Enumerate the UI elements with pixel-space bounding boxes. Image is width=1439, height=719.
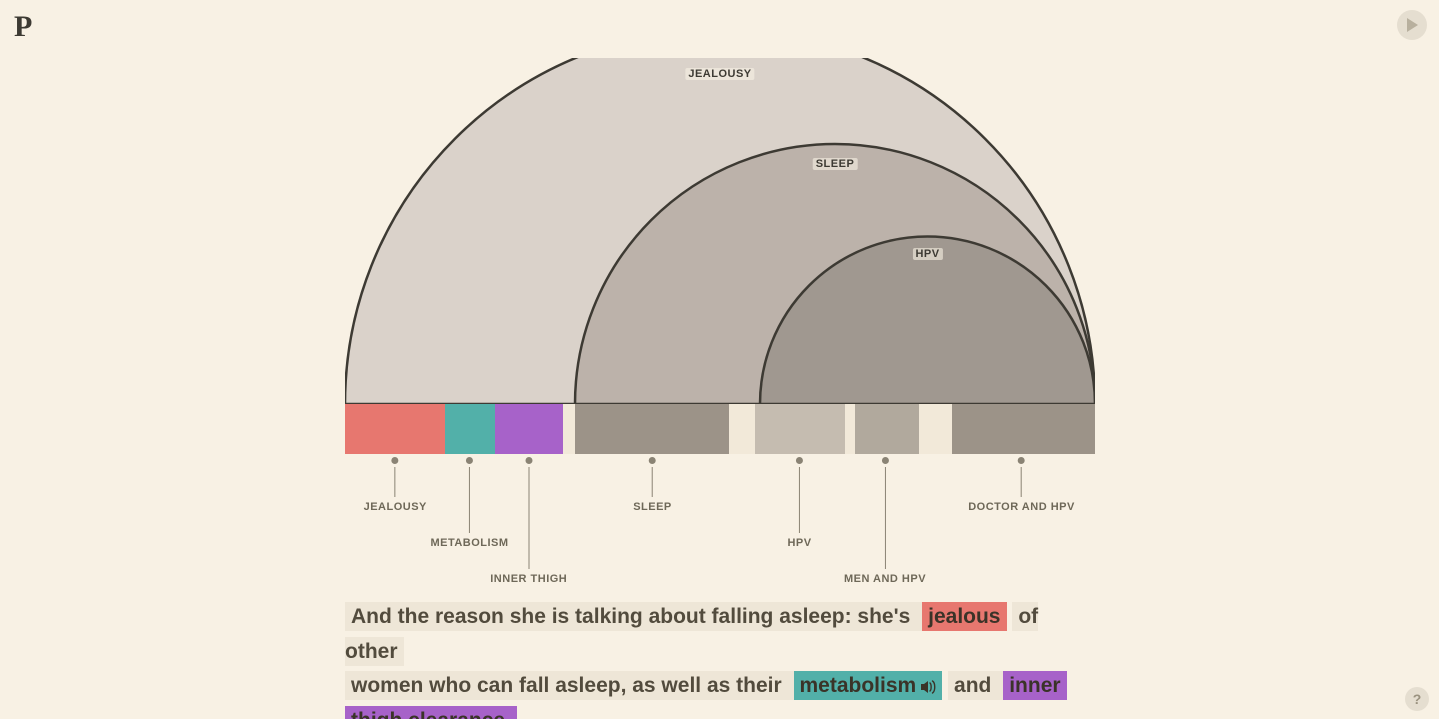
tick-label: SLEEP — [633, 501, 672, 513]
help-button[interactable]: ? — [1405, 687, 1429, 711]
caption-highlight: inner — [1003, 671, 1066, 700]
help-icon: ? — [1413, 691, 1422, 707]
tick-label: HPV — [787, 537, 811, 549]
tick-label: JEALOUSY — [364, 501, 427, 513]
tick-dot — [796, 457, 803, 464]
play-icon — [1406, 18, 1418, 32]
tick: MEN AND HPV — [844, 460, 926, 587]
caption-segment: and — [948, 671, 1003, 700]
tick-dot — [649, 457, 656, 464]
tick-label: MEN AND HPV — [844, 573, 926, 585]
segment — [445, 404, 495, 454]
segment-bar — [345, 404, 1095, 454]
arc-label: SLEEP — [813, 158, 858, 170]
caption-highlight: jealous — [922, 602, 1006, 631]
segment — [495, 404, 563, 454]
tick-line — [469, 467, 470, 533]
tick: SLEEP — [633, 460, 672, 515]
tick-dot — [1018, 457, 1025, 464]
tick-line — [1021, 467, 1022, 497]
logo[interactable]: P — [14, 10, 31, 44]
tick: INNER THIGH — [490, 460, 567, 587]
segment — [952, 404, 1095, 454]
tick-dot — [466, 457, 473, 464]
segment — [755, 404, 845, 454]
caption-segment: And the reason she is talking about fall… — [345, 602, 922, 631]
segment — [575, 404, 729, 454]
segment — [855, 404, 919, 454]
caption-highlight[interactable]: metabolism — [794, 671, 943, 700]
tick-line — [884, 467, 885, 569]
caption-text: And the reason she is talking about fall… — [345, 600, 1095, 719]
segment — [919, 404, 953, 454]
tick-line — [395, 467, 396, 497]
caption-highlight: thigh clearance. — [345, 706, 517, 719]
arc-label: HPV — [912, 248, 942, 260]
caption-segment: women who can fall asleep, as well as th… — [345, 671, 794, 700]
tick-dot — [881, 457, 888, 464]
tick-line — [652, 467, 653, 497]
audio-icon — [920, 680, 936, 694]
segment — [845, 404, 855, 454]
arc-label: JEALOUSY — [685, 68, 754, 80]
tick-line — [799, 467, 800, 533]
tick-line — [528, 467, 529, 569]
tick: JEALOUSY — [364, 460, 427, 515]
segment — [563, 404, 575, 454]
arc-svg — [345, 58, 1095, 404]
tick: HPV — [787, 460, 811, 551]
tick-dot — [525, 457, 532, 464]
segment — [345, 404, 445, 454]
tick: DOCTOR AND HPV — [968, 460, 1075, 515]
tick-dot — [392, 457, 399, 464]
arc-diagram: JEALOUSY SLEEP HPV — [345, 58, 1095, 454]
tick-label: DOCTOR AND HPV — [968, 501, 1075, 513]
tick-label: INNER THIGH — [490, 573, 567, 585]
segment — [729, 404, 755, 454]
play-button[interactable] — [1397, 10, 1427, 40]
